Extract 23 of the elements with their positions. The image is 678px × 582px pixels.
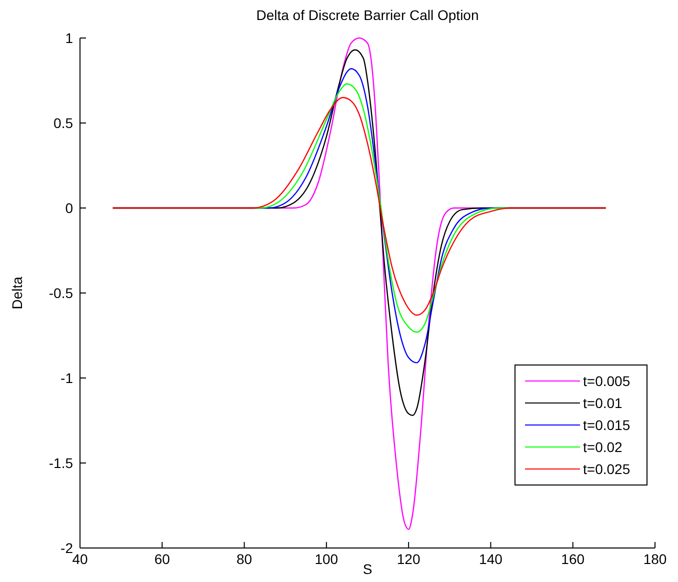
y-tick-label: 0	[65, 200, 74, 216]
y-tick-label: 1	[65, 30, 74, 46]
x-tick-label: 100	[314, 551, 338, 567]
x-tick-label: 160	[561, 551, 585, 567]
legend-label: t=0.015	[583, 417, 630, 433]
legend-label: t=0.02	[583, 439, 623, 455]
y-axis-title: Delta	[9, 276, 25, 310]
y-tick-label: -0.5	[48, 285, 74, 301]
x-axis-title: S	[362, 561, 372, 577]
x-tick-label: 120	[396, 551, 420, 567]
y-tick-label: -1.5	[48, 455, 74, 471]
legend-label: t=0.025	[583, 461, 630, 477]
x-tick-label: 80	[236, 551, 252, 567]
y-tick-label: 0.5	[54, 115, 74, 131]
x-tick-label: 40	[72, 551, 88, 567]
chart-title: Delta of Discrete Barrier Call Option	[256, 7, 479, 23]
x-tick-label: 140	[479, 551, 503, 567]
y-tick-label: -2	[60, 540, 74, 556]
x-tick-label: 180	[643, 551, 667, 567]
x-tick-label: 60	[154, 551, 170, 567]
legend-label: t=0.01	[583, 395, 623, 411]
y-tick-label: -1	[60, 370, 74, 386]
legend-label: t=0.005	[583, 373, 630, 389]
